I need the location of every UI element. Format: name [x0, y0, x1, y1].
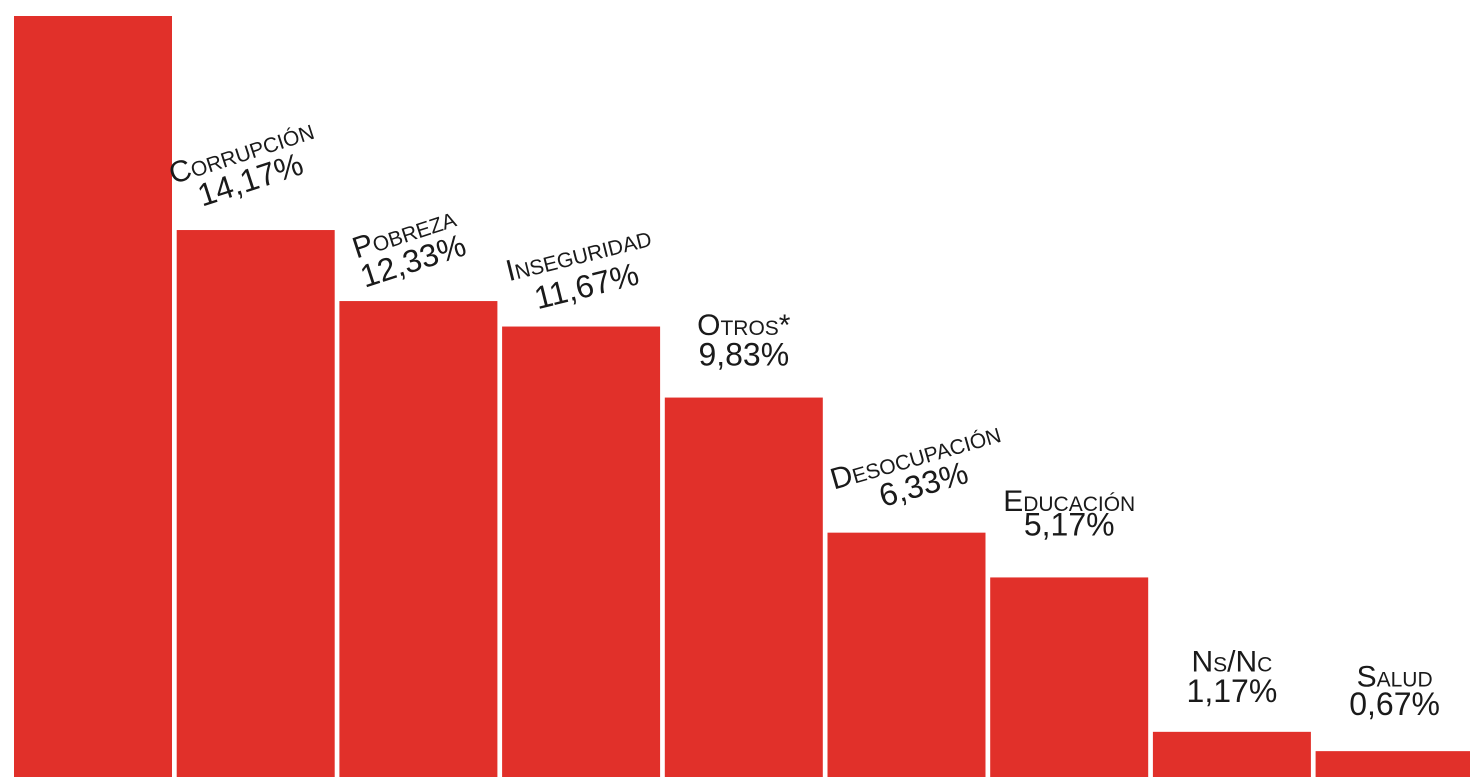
bar-3 [502, 326, 661, 777]
bar-label-group-4: Otros*9,83% [697, 309, 791, 372]
value-label-4: 9,83% [698, 337, 789, 373]
bar-2 [339, 301, 498, 777]
bar-0 [14, 16, 172, 777]
bar-label-group-7: Ns/Nc1,17% [1187, 645, 1278, 708]
bar-4 [664, 397, 823, 777]
bar-7 [1152, 731, 1311, 777]
bar-1 [176, 230, 335, 777]
category-label-8: Salud [1357, 661, 1433, 694]
category-label-4: Otros* [697, 309, 791, 342]
bar-6 [990, 577, 1149, 777]
value-label-7: 1,17% [1187, 673, 1278, 709]
category-label-6: Educación [1003, 485, 1135, 518]
value-label-8: 0,67% [1349, 686, 1440, 722]
bar-8 [1315, 751, 1470, 777]
category-label-7: Ns/Nc [1191, 645, 1272, 678]
bars-group [14, 16, 1470, 777]
value-label-6: 5,17% [1024, 506, 1115, 542]
bar-5 [827, 532, 986, 777]
